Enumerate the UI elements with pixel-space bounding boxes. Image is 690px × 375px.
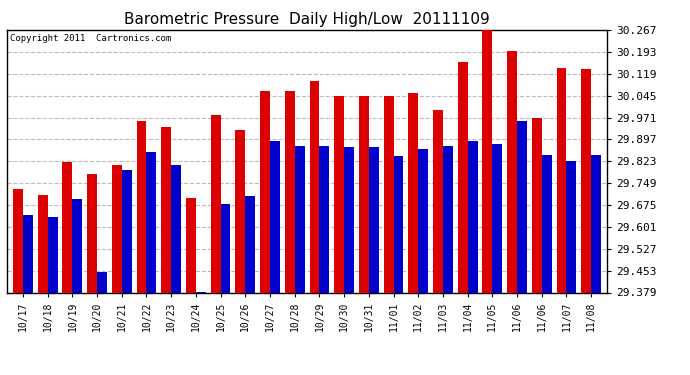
Bar	[161, 127, 171, 292]
Bar	[13, 189, 23, 292]
Bar	[38, 195, 48, 292]
Bar	[48, 217, 57, 292]
Bar	[63, 162, 72, 292]
Bar	[591, 155, 601, 292]
Bar	[369, 147, 379, 292]
Title: Barometric Pressure  Daily High/Low  20111109: Barometric Pressure Daily High/Low 20111…	[124, 12, 490, 27]
Bar	[285, 91, 295, 292]
Bar	[393, 156, 404, 292]
Bar	[310, 81, 319, 292]
Bar	[319, 146, 329, 292]
Bar	[210, 115, 221, 292]
Bar	[235, 130, 245, 292]
Bar	[433, 110, 443, 292]
Bar	[566, 160, 576, 292]
Bar	[468, 141, 477, 292]
Text: Copyright 2011  Cartronics.com: Copyright 2011 Cartronics.com	[10, 34, 171, 43]
Bar	[482, 30, 493, 292]
Bar	[532, 118, 542, 292]
Bar	[146, 152, 157, 292]
Bar	[334, 96, 344, 292]
Bar	[295, 146, 304, 292]
Bar	[557, 68, 566, 292]
Bar	[418, 149, 428, 292]
Bar	[112, 165, 121, 292]
Bar	[457, 62, 468, 292]
Bar	[359, 96, 369, 292]
Bar	[87, 174, 97, 292]
Bar	[493, 144, 502, 292]
Bar	[186, 198, 196, 292]
Bar	[443, 146, 453, 292]
Bar	[384, 96, 393, 292]
Bar	[23, 215, 33, 292]
Bar	[408, 93, 418, 292]
Bar	[344, 147, 354, 292]
Bar	[72, 199, 82, 292]
Bar	[137, 121, 146, 292]
Bar	[507, 51, 517, 292]
Bar	[97, 272, 107, 292]
Bar	[260, 91, 270, 292]
Bar	[121, 170, 132, 292]
Bar	[245, 196, 255, 292]
Bar	[171, 165, 181, 292]
Bar	[221, 204, 230, 292]
Bar	[270, 141, 280, 292]
Bar	[517, 121, 527, 292]
Bar	[542, 155, 551, 292]
Bar	[581, 69, 591, 292]
